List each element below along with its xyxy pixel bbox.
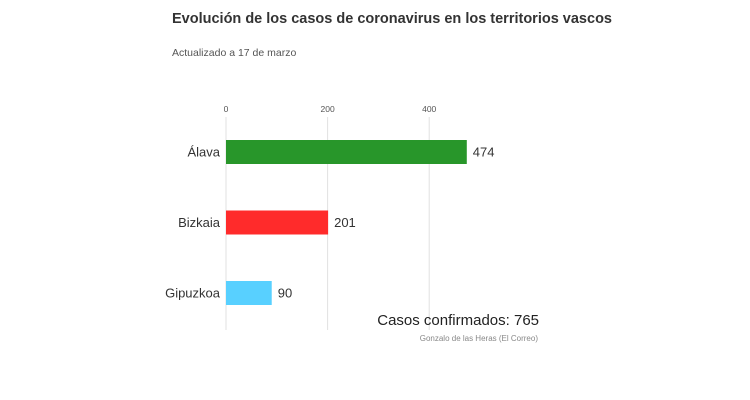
bar [226,281,272,305]
x-tick-label: 200 [321,104,335,114]
chart-title: Evolución de los casos de coronavirus en… [172,11,612,27]
category-label: Gipuzkoa [165,286,221,301]
category-label: Álava [187,145,220,160]
credit-line: Gonzalo de las Heras (El Correo) [419,334,538,343]
bars [226,140,467,305]
data-label: 474 [473,145,495,160]
category-labels: Álava Bizkaia Gipuzkoa [165,145,221,301]
value-labels: 474 201 90 [278,145,495,301]
data-label: 90 [278,286,292,301]
chart-subtitle: Actualizado a 17 de marzo [172,47,297,59]
bar [226,210,329,235]
x-axis-ticks: 0 200 400 [224,104,437,114]
category-label: Bizkaia [178,215,221,230]
bar [226,140,467,164]
x-tick-label: 0 [224,104,229,114]
total-cases-label: Casos confirmados: 765 [377,312,539,329]
x-tick-label: 400 [422,104,436,114]
data-label: 201 [334,215,356,230]
